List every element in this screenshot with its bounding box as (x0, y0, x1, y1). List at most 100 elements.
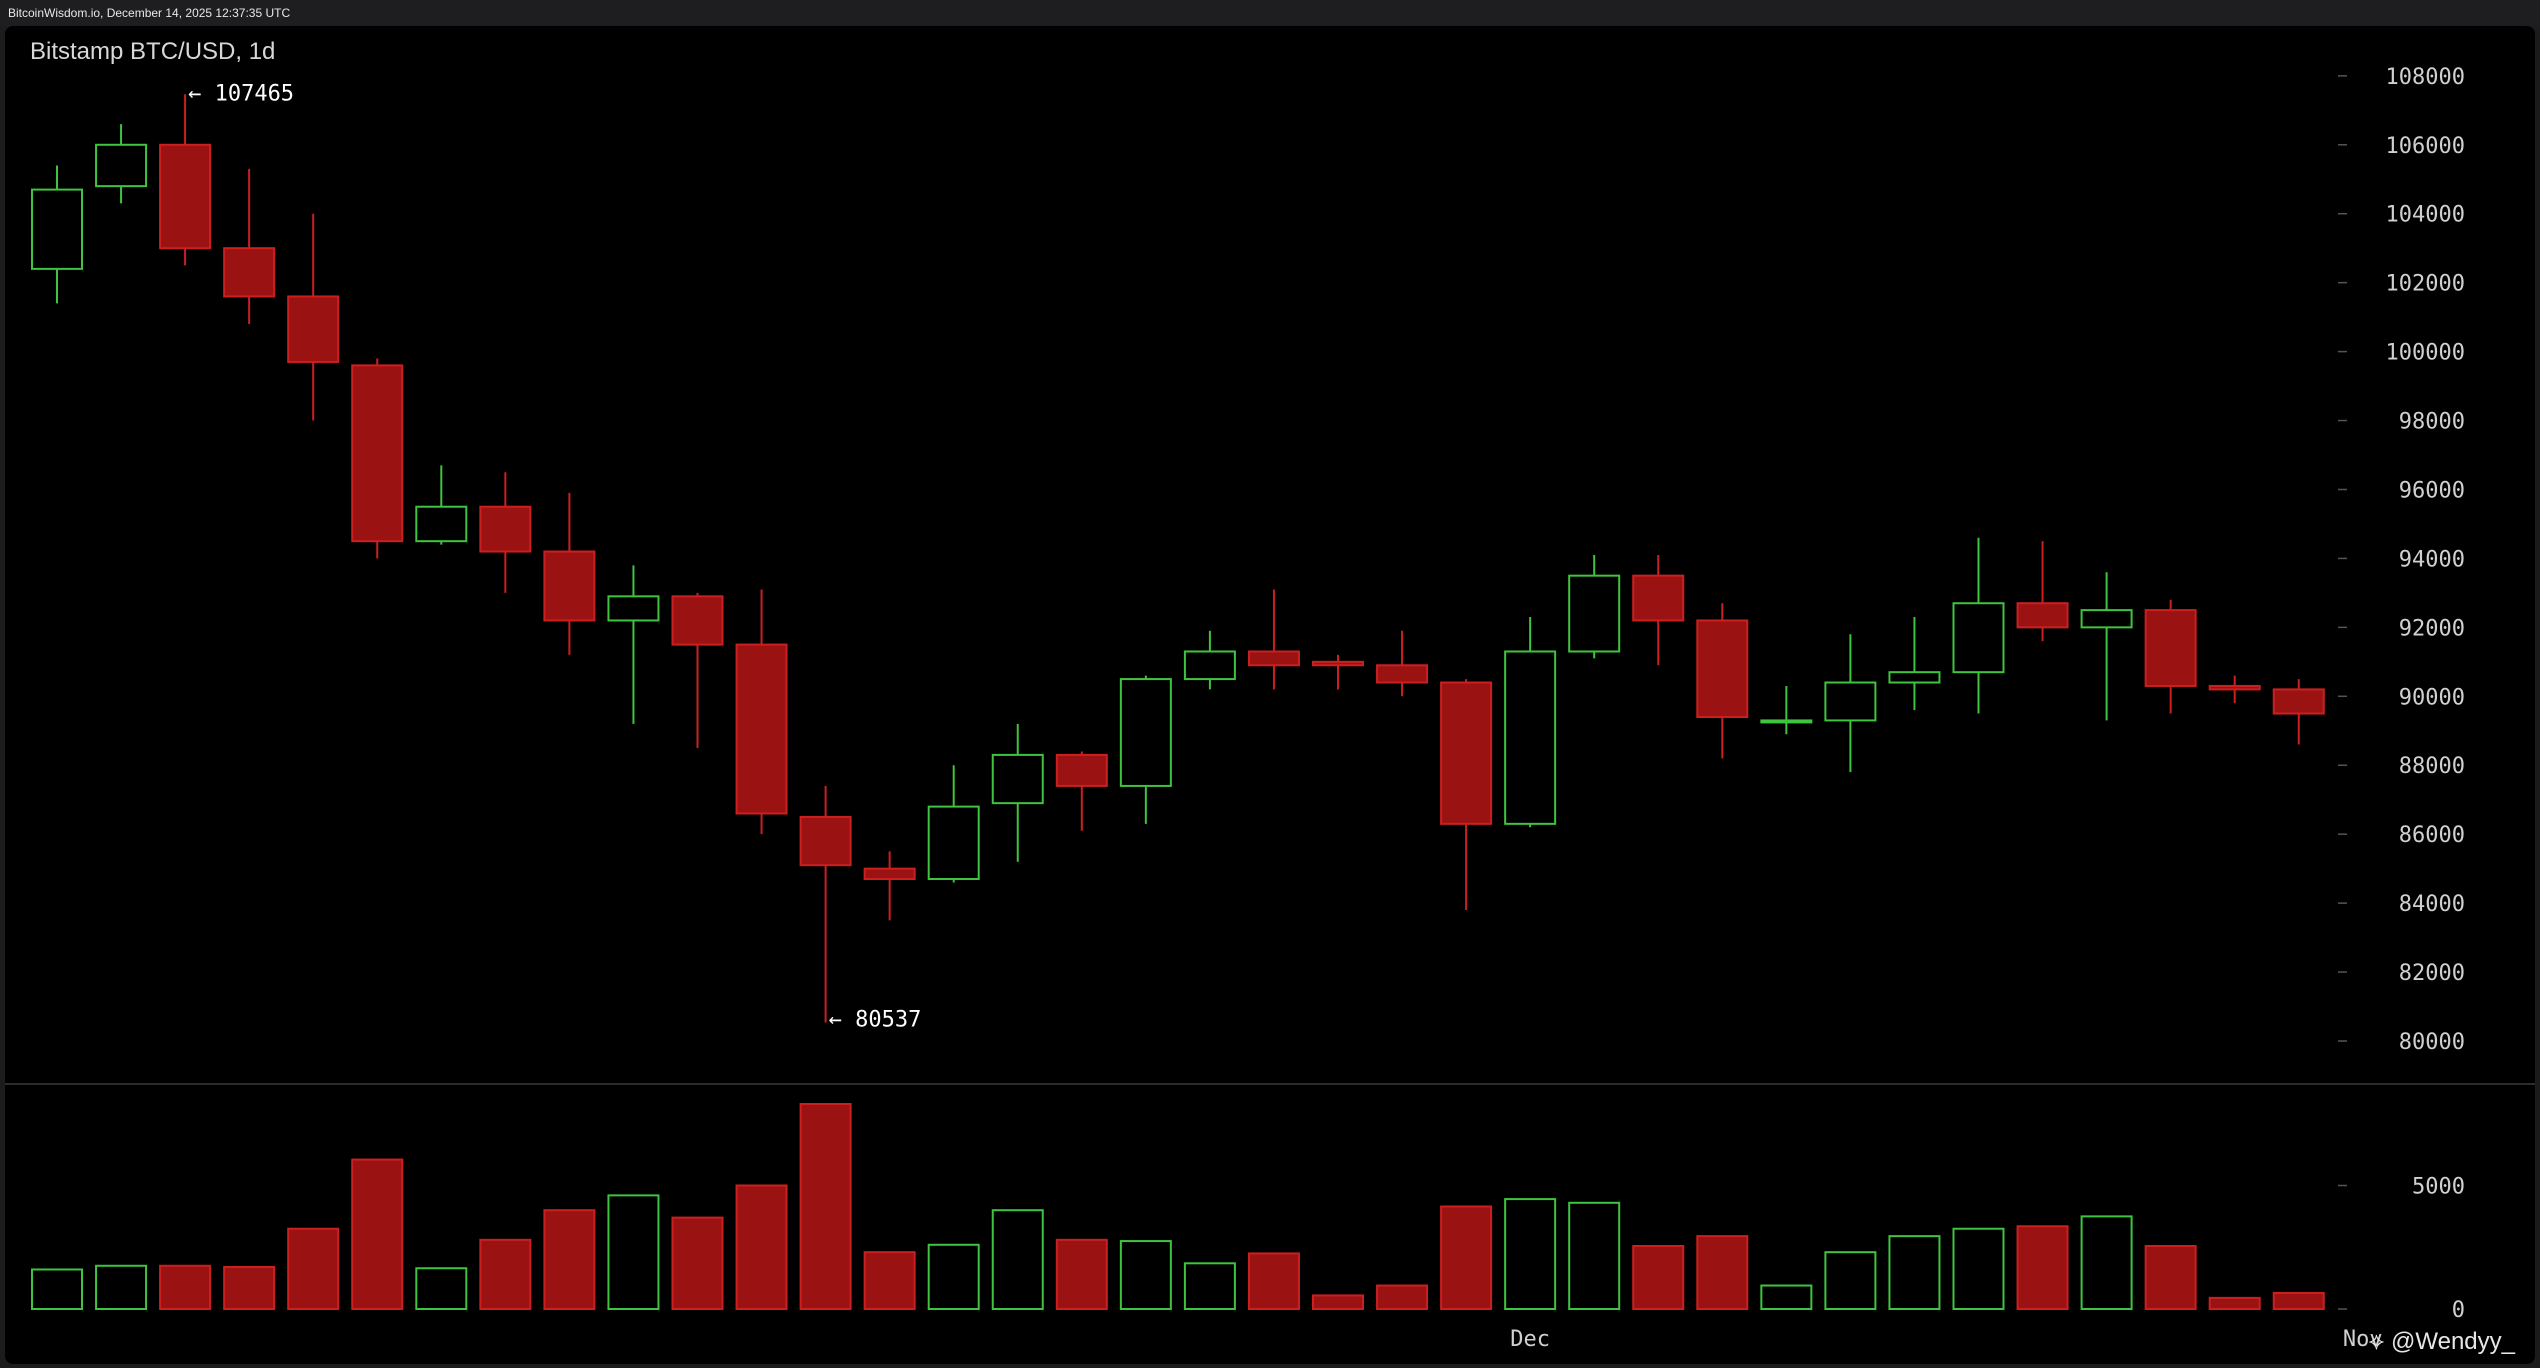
candle-body (479, 505, 532, 553)
candle-body (735, 643, 788, 815)
candle-body (351, 364, 404, 543)
volume-bar (223, 1266, 276, 1311)
candle-body (1440, 681, 1493, 825)
candle-body (1119, 678, 1172, 787)
volume-axis: 0 5000 (2338, 1175, 2465, 1323)
candle-body (1568, 574, 1621, 653)
candle-body (543, 550, 596, 622)
price-tick-label: 86000 (2399, 823, 2465, 848)
candle-body (31, 188, 83, 270)
low-annotation: ← 80537 (829, 1007, 922, 1032)
watermark: ⟡ @Wendyy_ (2368, 1328, 2515, 1356)
candle-body (991, 753, 1044, 805)
binance-diamond-icon: ⟡ (2368, 1328, 2385, 1355)
x-tick-label: Nov (2343, 1327, 2383, 1352)
candle-body (223, 247, 276, 298)
volume-bar (1888, 1235, 1941, 1311)
volume-bar (1376, 1284, 1429, 1311)
volume-bar (2208, 1296, 2261, 1311)
volume-bar (415, 1267, 468, 1310)
candle-body (1824, 681, 1877, 722)
volume-bar (287, 1227, 340, 1310)
volume-bar (1760, 1284, 1813, 1311)
window-caption: BitcoinWisdom.io, December 14, 2025 12:3… (8, 6, 291, 20)
candle-body (1376, 664, 1429, 684)
volume-bar (927, 1243, 980, 1311)
chart-panel: 80000 82000 84000 86000 88000 90000 92000 94000… (5, 26, 2535, 1364)
candle-body (2144, 609, 2197, 687)
candle-body (1055, 753, 1108, 787)
candle-body (2016, 602, 2069, 629)
volume-bar (1824, 1251, 1877, 1310)
high-annotation: ← 107465 (188, 81, 294, 106)
watermark-text: @Wendyy_ (2391, 1328, 2515, 1355)
candle-body (2272, 688, 2325, 715)
candle-body (1952, 602, 2005, 674)
candle-body (2208, 684, 2261, 691)
volume-bar (1119, 1240, 1172, 1310)
candle-body (927, 805, 980, 880)
volume-bar (159, 1264, 212, 1311)
price-tick-label: 108000 (2386, 65, 2465, 90)
candle-body (1247, 650, 1300, 667)
x-axis: Dec Nov (1510, 1327, 2382, 1352)
volume-bar (1952, 1227, 2005, 1310)
candle-body (415, 505, 468, 543)
candle-body (1888, 671, 1941, 684)
volume-bar (1568, 1201, 1621, 1311)
candle-body (1760, 719, 1813, 724)
price-tick-label: 100000 (2386, 341, 2465, 366)
volume-bar (2016, 1225, 2069, 1311)
volume-bar (671, 1216, 724, 1310)
window-title-bar: BitcoinWisdom.io, December 14, 2025 12:3… (0, 0, 2540, 26)
volume-bar (863, 1251, 916, 1310)
volume-bar (735, 1184, 788, 1310)
price-tick-label: 90000 (2399, 685, 2465, 710)
volume-bar (95, 1264, 148, 1311)
candle-body (671, 595, 724, 646)
volume-bar (1632, 1245, 1685, 1311)
price-tick-label: 104000 (2386, 203, 2465, 228)
candle-body (1696, 619, 1749, 718)
price-tick-label: 96000 (2399, 478, 2465, 503)
candle-body (159, 143, 212, 250)
price-tick-label: 80000 (2399, 1030, 2465, 1055)
price-tick-label: 98000 (2399, 410, 2465, 435)
volume-bar (31, 1268, 83, 1310)
candle-body (607, 595, 660, 622)
volume-bar (1247, 1252, 1300, 1311)
volume-bar (2272, 1291, 2325, 1310)
candle-body (1504, 650, 1557, 825)
chart-title: Bitstamp BTC/USD, 1d (30, 38, 276, 65)
volume-bar (479, 1238, 532, 1310)
volume-bar (351, 1158, 404, 1310)
price-tick-label: 106000 (2386, 134, 2465, 159)
price-axis: 80000 82000 84000 86000 88000 90000 92000 94000… (2338, 65, 2465, 1055)
candle-body (287, 295, 340, 363)
candle-body (2080, 609, 2133, 629)
volume-bar (991, 1209, 1044, 1310)
candle-body (799, 815, 852, 867)
price-tick-label: 84000 (2399, 892, 2465, 917)
volume-bar (1312, 1294, 1364, 1311)
volume-bar (543, 1209, 596, 1310)
candle-body (1632, 574, 1685, 622)
price-tick-label: 102000 (2386, 272, 2465, 297)
volume-tick-label: 0 (2452, 1298, 2465, 1323)
volume-bar (1440, 1205, 1493, 1310)
volume-bars-layer (31, 1102, 2325, 1311)
price-tick-label: 92000 (2399, 616, 2465, 641)
candlestick-chart-svg: 80000 82000 84000 86000 88000 90000 92000 94000… (5, 65, 2535, 1352)
candles-layer (31, 94, 2325, 1023)
price-tick-label: 94000 (2399, 547, 2465, 572)
candle-body (1312, 660, 1364, 667)
price-tick-label: 82000 (2399, 961, 2465, 986)
x-tick-label: Dec (1510, 1327, 1550, 1352)
candle-body (95, 143, 148, 188)
volume-bar (1696, 1235, 1749, 1311)
volume-bar (2080, 1215, 2133, 1310)
volume-bar (2144, 1245, 2197, 1311)
volume-bar (607, 1194, 660, 1311)
volume-bar (799, 1102, 852, 1310)
candle-body (1183, 650, 1236, 681)
